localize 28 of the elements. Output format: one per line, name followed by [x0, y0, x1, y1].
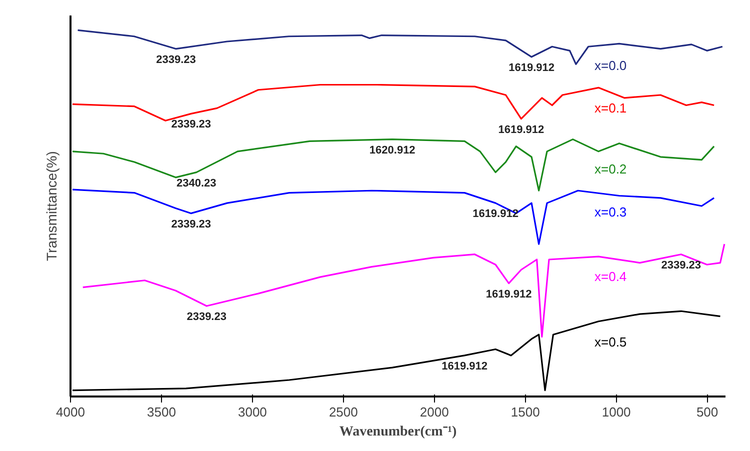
- x-tick-label: 3500: [147, 404, 176, 420]
- annotation: 2339.23: [171, 218, 212, 230]
- series-label: x=0.0: [594, 58, 627, 74]
- annotation: 2339.23: [186, 311, 226, 324]
- y-axis-title: Transmittance(%): [44, 151, 60, 261]
- x-tick-label: 2500: [328, 404, 358, 420]
- annotation: 2339.23: [661, 259, 701, 272]
- annotation: 1619.912: [442, 360, 488, 372]
- annotation: 1619.912: [486, 288, 532, 300]
- x-tick-label: 1000: [602, 404, 631, 420]
- series-label: x=0.2: [594, 162, 627, 177]
- annotation: 1619.912: [508, 62, 554, 74]
- annotation: 2339.23: [171, 118, 212, 131]
- series-label: x=0.5: [594, 334, 627, 350]
- annotation: 2339.23: [156, 54, 196, 66]
- annotation: 1619.912: [472, 208, 518, 220]
- x-tick-label: 3000: [238, 404, 267, 420]
- series-label: x=0.1: [594, 100, 627, 116]
- series-label: x=0.4: [594, 268, 627, 284]
- annotation: 1620.912: [369, 144, 416, 156]
- x-tick-label: 4000: [56, 404, 85, 420]
- annotation: 1619.912: [498, 124, 544, 136]
- x-tick-label: 2000: [420, 404, 449, 420]
- x-tick-label: 1500: [510, 404, 540, 420]
- annotation: 2340.23: [176, 177, 216, 190]
- x-axis-title: Wavenumber(cm⁻¹): [339, 424, 457, 440]
- series-label: x=0.3: [594, 204, 627, 220]
- x-tick-label: 500: [696, 404, 718, 420]
